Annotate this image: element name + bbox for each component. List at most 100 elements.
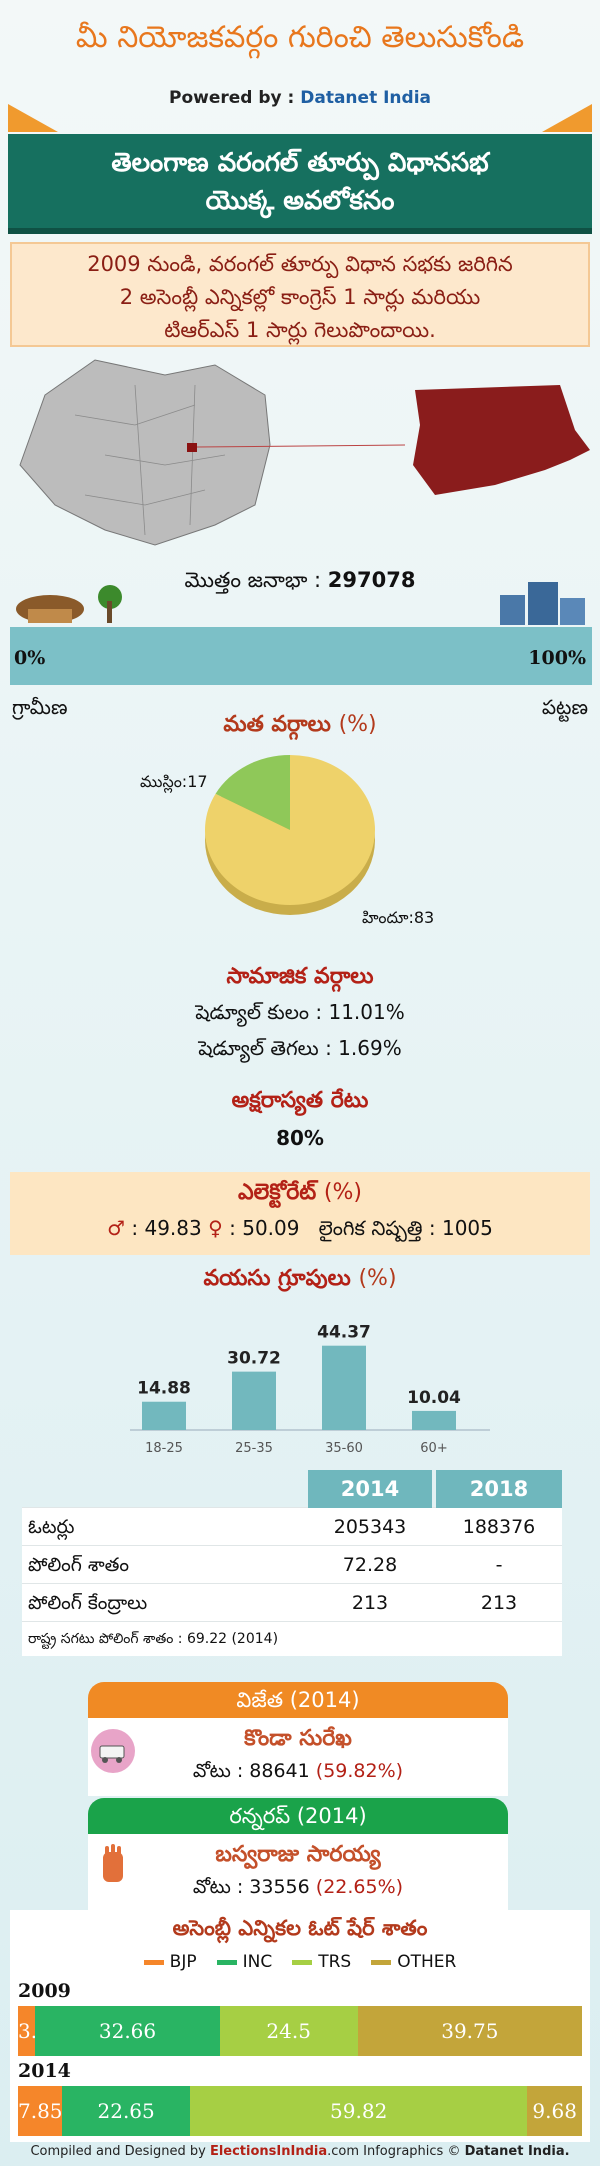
religion-pie-chart: [204, 755, 375, 915]
urbanization-left-value: 0%: [14, 647, 46, 669]
runnerup-votes: వోటు : 33556 (22.65%): [88, 1876, 508, 1903]
winner-card: విజేత (2014) కొండా సురేఖ వోటు : 88641 (5…: [88, 1682, 508, 1796]
voters-2014: 205343: [333, 1516, 407, 1538]
social-title: సామాజిక వర్గాలు: [226, 964, 374, 989]
literacy-title: అక్షరాస్యత రేటు: [231, 1088, 369, 1113]
footer-brand: Datanet India.: [464, 2144, 570, 2159]
age-value-label: 10.04: [407, 1388, 461, 1408]
legend-item-trs: TRS: [292, 1952, 351, 1972]
legend-item-other: OTHER: [371, 1952, 456, 1972]
footer-credits: Compiled and Designed by ElectionsInIndi…: [0, 2144, 600, 2159]
electorate-title-text: ఎలెక్టోరేట్: [237, 1180, 317, 1205]
legend-label: OTHER: [397, 1952, 457, 1972]
legend-swatch: [371, 1959, 392, 1965]
literacy-value: 80%: [276, 1126, 324, 1150]
legend-label: BJP: [169, 1952, 197, 1972]
legend-item-bjp: BJP: [143, 1952, 197, 1972]
winner-year: (2014): [289, 1688, 360, 1712]
electorate-title: ఎలెక్టోరేట్ (%): [10, 1180, 590, 1210]
year-label-2014: 2014: [18, 2060, 71, 2082]
vote-share-segment-other: 9.68: [527, 2086, 582, 2136]
vote-share-panel: అసెంబ్లీ ఎన్నికల ఓట్ షేర్ శాతం BJP INC TRS…: [10, 1910, 590, 2142]
age-bar-60+: [412, 1410, 456, 1430]
constituency-title-line1: తెలంగాణ వరంగల్ తూర్పు విధానసభ: [111, 148, 489, 178]
vote-share-segment-bjp: 3.09: [18, 2006, 63, 2056]
st-stat: షెడ్యూల్ తెగలు : 1.69%: [198, 1036, 402, 1060]
footer-site: ElectionsInIndia: [209, 2144, 328, 2159]
female-share: : 50.09: [229, 1216, 300, 1240]
zoom-pointer: [196, 444, 406, 448]
congress-hand-icon: [103, 1844, 123, 1882]
age-bar-chart: 14.88 18-25 30.72 25-35 44.37 35-60 10.04 60+: [130, 1323, 490, 1456]
urban-label: పట్టణ: [541, 695, 588, 719]
age-value-label: 44.37: [317, 1323, 371, 1343]
history-summary: 2009 నుండి, వరంగల్ తూర్పు విధాన సభకు జరి…: [10, 242, 590, 347]
age-unit: (%): [358, 1266, 397, 1291]
legend-swatch: [143, 1959, 164, 1965]
legend-swatch: [292, 1959, 313, 1965]
vote-share-segment-trs: 59.82: [190, 2086, 528, 2136]
sex-ratio-label: లైంగిక నిష్పత్తి :: [318, 1216, 436, 1240]
runnerup-header: రన్నరప్ (2014): [88, 1798, 508, 1834]
district-lines: [74, 384, 226, 536]
runnerup-name: బస్వరాజు సారయ్య: [215, 1842, 381, 1867]
year-label-2009: 2009: [18, 1980, 71, 2002]
legend-label: INC: [242, 1952, 273, 1972]
stations-2014: 213: [351, 1592, 389, 1614]
winner-votes-pct: (59.82%): [315, 1760, 404, 1782]
winner-votes-count: వోటు : 88641: [192, 1760, 310, 1782]
row-label-stations: పోలింగ్ కేంద్రాలు: [28, 1592, 148, 1614]
pie-slice-hindu: [204, 755, 375, 905]
muslim-label: ముస్లిం:17: [140, 772, 208, 791]
table-row: పోలింగ్ కేంద్రాలు 213 213: [22, 1584, 562, 1622]
age-title: వయసు గ్రూపులు (%): [0, 1266, 600, 1296]
page-title: మీ నియోజకవర్గం గురించి తెలుసుకోండి: [75, 20, 525, 55]
history-line3: టిఆర్ఎస్ 1 సార్లు గెలుపొందాయి.: [164, 318, 436, 342]
religion-title-text: మత వర్గాలు: [223, 712, 331, 737]
powered-by-label: Powered by :: [168, 88, 295, 108]
electorate-figures: ♂ : 49.83 ♀ : 50.09 లైంగిక నిష్పత్తి : 1…: [10, 1216, 590, 1245]
turnout-2014: 72.28: [342, 1554, 398, 1576]
pie-slice-muslim: [215, 755, 290, 830]
table-header-2014: 2014: [308, 1470, 432, 1508]
history-line2: 2 అసెంబ్లీ ఎన్నికల్లో కాంగ్రెస్ 1 సార్లు…: [119, 285, 481, 309]
legend-label: TRS: [318, 1952, 352, 1972]
population: మొత్తం జనాభా : 297078: [0, 568, 600, 598]
male-share: : 49.83: [131, 1216, 202, 1240]
state-map: [19, 359, 590, 546]
age-value-label: 14.88: [137, 1379, 191, 1399]
footer-site-suffix: .com Infographics ©: [327, 2144, 461, 2159]
winner-name: కొండా సురేఖ: [244, 1726, 352, 1751]
winner-body: కొండా సురేఖ వోటు : 88641 (59.82%): [88, 1718, 508, 1796]
stations-2018: 213: [480, 1592, 518, 1614]
vote-share-segment-other: 39.75: [357, 2006, 582, 2056]
telangana-outline: [19, 359, 271, 546]
row-label-turnout: పోలింగ్ శాతం: [28, 1554, 130, 1576]
population-label: మొత్తం జనాభా :: [184, 568, 322, 592]
vote-share-segment-inc: 32.66: [35, 2006, 220, 2056]
age-category-label: 35-60: [325, 1441, 363, 1456]
winner-title: విజేత: [236, 1688, 284, 1712]
vote-share-bar-2014: 7.85 22.65 59.82 9.68: [18, 2086, 582, 2136]
age-title-text: వయసు గ్రూపులు: [203, 1266, 351, 1291]
winner-header: విజేత (2014): [88, 1682, 508, 1718]
runnerup-title: రన్నరప్: [229, 1804, 291, 1828]
table-row: ఓటర్లు 205343 188376: [22, 1508, 562, 1546]
turnout-2018: -: [495, 1554, 503, 1576]
state-average-note: రాష్ట్ర సగటు పోలింగ్ శాతం : 69.22 (2014): [22, 1622, 562, 1656]
age-category-label: 60+: [420, 1441, 447, 1456]
hindu-label: హిందూ:83: [362, 908, 435, 927]
male-icon: ♂: [107, 1216, 126, 1240]
rural-label: గ్రామీణ: [12, 695, 68, 719]
age-bar-18-25: [142, 1401, 186, 1430]
powered-by: Powered by : Datanet India: [0, 88, 600, 108]
urbanization-bar: 0% 100%: [10, 627, 592, 685]
brand-name: Datanet India: [300, 88, 432, 108]
winner-votes: వోటు : 88641 (59.82%): [88, 1760, 508, 1787]
vote-share-segment-trs: 24.5: [219, 2006, 358, 2056]
legend-item-inc: INC: [216, 1952, 273, 1972]
population-value: 297078: [327, 568, 416, 592]
constituency-shape: [413, 385, 590, 495]
footer-compiled: Compiled and Designed by: [30, 2144, 206, 2159]
age-value-label: 30.72: [227, 1349, 281, 1369]
